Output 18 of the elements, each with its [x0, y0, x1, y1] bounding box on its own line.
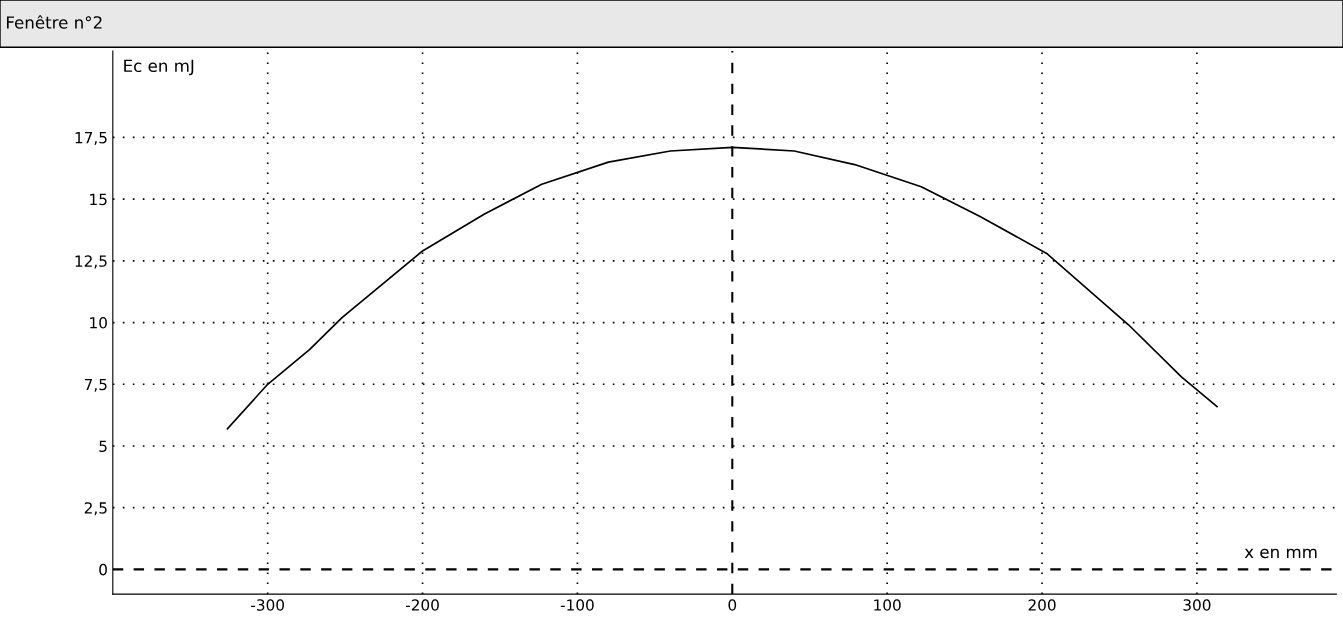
y-axis-title: Ec en mJ: [124, 59, 194, 76]
x-tick-label: 200: [1028, 599, 1056, 611]
x-tick-label: 300: [1183, 599, 1211, 611]
y-tick-label: 12,5: [75, 255, 107, 269]
y-tick-label: 5: [99, 440, 107, 452]
x-tick-label: -100: [560, 599, 594, 611]
x-tick-label: 0: [728, 599, 737, 611]
y-tick-label: 2,5: [84, 502, 107, 516]
chart-title: Fenêtre n°2: [7, 15, 102, 29]
y-tick-label: 0: [99, 563, 107, 576]
x-axis-title: x en mm: [1244, 548, 1317, 559]
x-tick-label: 100: [874, 599, 901, 611]
x-tick-label: -300: [251, 599, 284, 611]
y-tick-label: 7,5: [84, 378, 107, 392]
x-tick-label: -200: [405, 599, 439, 611]
y-tick-label: 17,5: [75, 132, 107, 146]
y-tick-label: 15: [90, 193, 107, 206]
y-tick-label: 10: [90, 317, 107, 329]
